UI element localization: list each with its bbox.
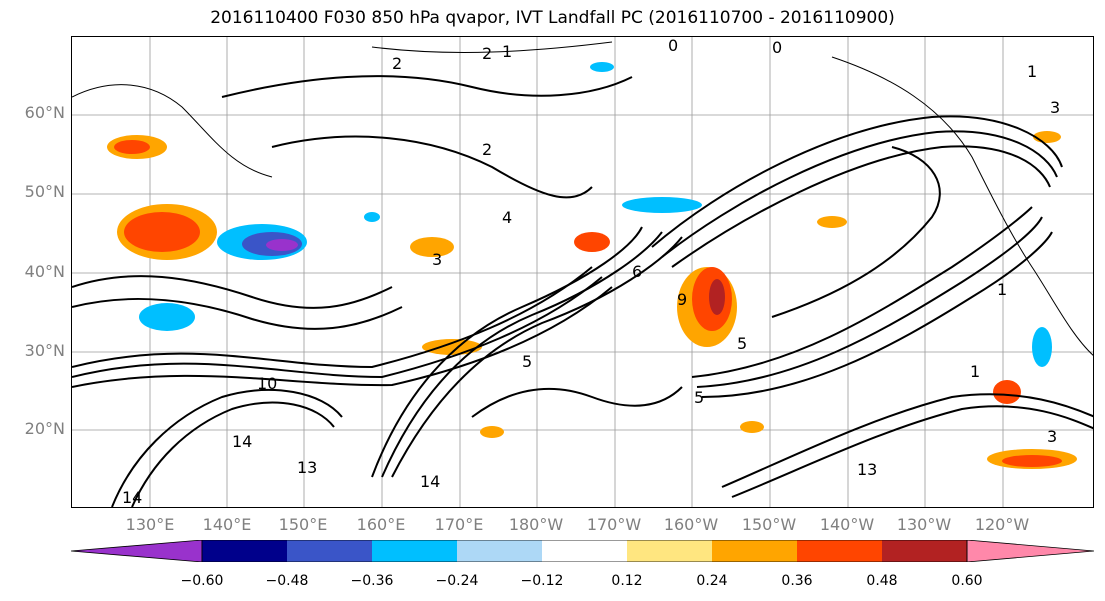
lon-label-170w: 170°W: [586, 515, 642, 534]
lon-label-140w: 140°W: [819, 515, 875, 534]
colorbar-extend-left: [71, 540, 203, 562]
contour-label: 4: [502, 208, 512, 227]
contour-label: 1: [997, 280, 1007, 299]
colorbar-segment: [372, 540, 457, 562]
lon-label-140e: 140°E: [202, 515, 252, 534]
colorbar: [71, 540, 1094, 562]
map-title: 2016110400 F030 850 hPa qvapor, IVT Land…: [210, 8, 895, 28]
contour-label: 3: [1050, 98, 1060, 117]
qvapor-shading: [107, 62, 1077, 469]
contour-label: 2: [392, 54, 402, 73]
colorbar-tick: 0.60: [951, 573, 983, 589]
contour-label: 1: [970, 362, 980, 381]
colorbar-segment: [712, 540, 797, 562]
colorbar-tick: 0.24: [696, 573, 728, 589]
colorbar-segment: [627, 540, 712, 562]
map-figure: 0 2 1 1 2 3 4 5 5 6 9 10 13 13 14 14 14 …: [72, 37, 1093, 507]
contour-label: 1: [502, 42, 512, 61]
lat-label-50n: 50°N: [24, 182, 65, 201]
coastlines: [72, 41, 1093, 356]
contour-label: 13: [297, 458, 317, 477]
colorbar-tick: 0.12: [611, 573, 643, 589]
contour-label: 10: [257, 374, 277, 393]
contour-label: 6: [632, 262, 642, 281]
lon-label-150w: 150°W: [741, 515, 797, 534]
lon-label-160e: 160°E: [356, 515, 406, 534]
contour-label: 0: [772, 38, 782, 57]
colorbar-tick: 0.48: [866, 573, 898, 589]
lon-label-150e: 150°E: [278, 515, 328, 534]
contour-label: 2: [482, 44, 492, 63]
lon-label-180w: 180°W: [508, 515, 564, 534]
colorbar-tick: 0.36: [781, 573, 813, 589]
colorbar-segment: [797, 540, 882, 562]
ivt-contours: [72, 75, 1093, 507]
lon-label-130e: 130°E: [125, 515, 175, 534]
lon-label-120w: 120°W: [974, 515, 1030, 534]
lon-label-170e: 170°E: [434, 515, 484, 534]
contour-label: 2: [482, 140, 492, 159]
contour-label: 0: [668, 37, 678, 55]
contour-label: 14: [420, 472, 440, 491]
contour-label: 14: [122, 488, 142, 507]
colorbar-tick: −0.12: [520, 573, 564, 589]
contour-label: 5: [522, 352, 532, 371]
contour-labels: 0 2 1 1 2 3 4 5 5 6 9 10 13 13 14 14 14 …: [122, 37, 1060, 507]
contour-label: 9: [677, 290, 687, 309]
colorbar-segment: [542, 540, 627, 562]
lat-label-20n: 20°N: [24, 419, 65, 438]
contour-label: 14: [232, 432, 252, 451]
colorbar-tick: −0.48: [265, 573, 309, 589]
graticule: [72, 37, 1093, 507]
colorbar-segment: [287, 540, 372, 562]
contour-label: 1: [1027, 62, 1037, 81]
lat-label-60n: 60°N: [24, 103, 65, 122]
contour-label: 5: [694, 388, 704, 407]
lon-label-160w: 160°W: [663, 515, 719, 534]
contour-label: 3: [1047, 427, 1057, 446]
colorbar-tick: −0.36: [350, 573, 394, 589]
colorbar-tick: −0.60: [180, 573, 224, 589]
lat-label-40n: 40°N: [24, 262, 65, 281]
colorbar-segment: [457, 540, 542, 562]
colorbar-segment: [882, 540, 967, 562]
contour-label: 13: [857, 460, 877, 479]
map-panel: 0 2 1 1 2 3 4 5 5 6 9 10 13 13 14 14 14 …: [71, 36, 1094, 508]
lon-label-130w: 130°W: [896, 515, 952, 534]
contour-label: 3: [432, 250, 442, 269]
colorbar-segment: [202, 540, 287, 562]
lat-label-30n: 30°N: [24, 341, 65, 360]
colorbar-extend-right: [966, 540, 1094, 562]
colorbar-tick: −0.24: [435, 573, 479, 589]
contour-label: 5: [737, 334, 747, 353]
